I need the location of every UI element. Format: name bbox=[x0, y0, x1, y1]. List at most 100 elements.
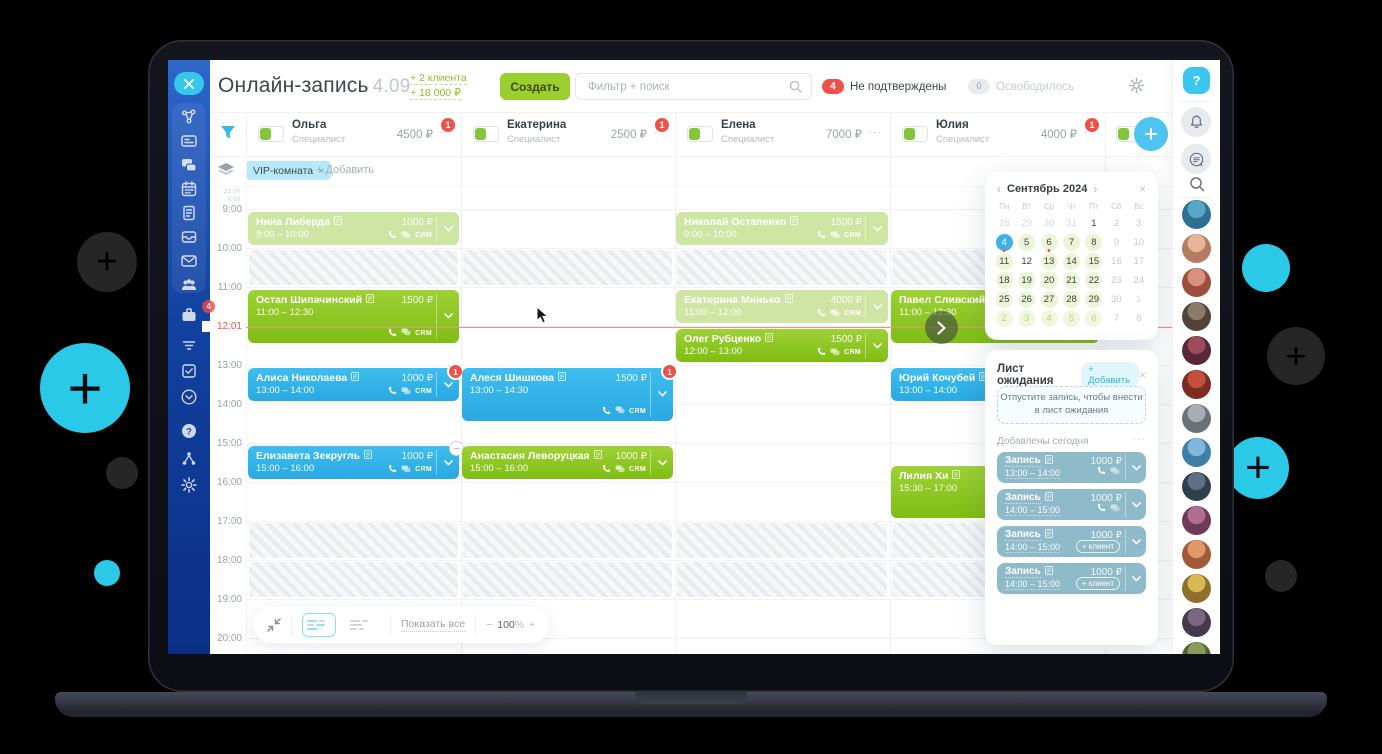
card-expand-chevron[interactable] bbox=[865, 333, 888, 358]
card-expand-chevron[interactable] bbox=[865, 216, 888, 241]
calendar-day[interactable]: 2 bbox=[993, 309, 1015, 328]
scroll-right-button[interactable] bbox=[925, 311, 958, 344]
specialist-toggle[interactable] bbox=[687, 126, 713, 142]
collapsed-hours-top[interactable]: 21:00 bbox=[223, 188, 240, 195]
calendar-day[interactable]: 31 bbox=[1066, 218, 1077, 229]
waiting-list-card[interactable]: Запись 1000 ₽ 14:00 – 15:00 + клиент bbox=[997, 526, 1146, 557]
sidebar-item-network[interactable] bbox=[180, 108, 198, 126]
funnel-filter-icon[interactable] bbox=[220, 125, 236, 140]
appointment-card[interactable]: Олег Рубценко 1500 ₽ 12:00 – 13:00 CRM bbox=[676, 329, 888, 362]
card-expand-chevron[interactable] bbox=[865, 294, 888, 319]
calendar-prev-icon[interactable]: ‹ bbox=[997, 182, 1001, 196]
sidebar-item-calendar[interactable] bbox=[180, 180, 198, 198]
waiting-list-add-button[interactable]: + Добавить bbox=[1081, 362, 1139, 388]
client-avatar[interactable] bbox=[1182, 336, 1211, 365]
calendar-day[interactable]: 4 bbox=[1038, 309, 1060, 328]
view-mode-compact-button[interactable] bbox=[346, 613, 380, 637]
card-expand-chevron[interactable] bbox=[650, 372, 673, 417]
sidebar-item-document[interactable] bbox=[180, 204, 198, 222]
view-mode-detailed-button[interactable] bbox=[302, 613, 336, 637]
calendar-day[interactable]: 30 bbox=[1043, 218, 1055, 229]
client-avatar[interactable] bbox=[1182, 506, 1211, 535]
settings-gear-icon[interactable] bbox=[1128, 77, 1145, 94]
specialist-toggle[interactable] bbox=[258, 126, 284, 142]
client-avatar[interactable] bbox=[1182, 370, 1211, 399]
calendar-day[interactable]: 19 bbox=[1015, 271, 1037, 290]
calendar-day[interactable]: 5 bbox=[1015, 233, 1037, 252]
calendar-day[interactable]: 6 bbox=[1038, 233, 1060, 252]
specialist-menu-icon[interactable]: ··· bbox=[869, 127, 882, 138]
calendar-day[interactable]: 2 bbox=[1113, 218, 1119, 229]
calendar-day[interactable]: 3 bbox=[1136, 218, 1142, 229]
calendar-day[interactable]: 20 bbox=[1038, 271, 1060, 290]
calendar-day[interactable]: 1 bbox=[1091, 218, 1097, 229]
search-box[interactable] bbox=[575, 73, 812, 100]
card-expand-chevron[interactable] bbox=[650, 450, 673, 475]
appointment-card[interactable]: Екатерина Минько 4000 ₽ 11:00 – 12:00 CRM bbox=[676, 290, 888, 323]
calendar-day[interactable]: 25 bbox=[993, 290, 1015, 309]
calendar-day[interactable]: 10 bbox=[1133, 237, 1145, 248]
sidebar-item-drawer[interactable] bbox=[180, 228, 198, 246]
card-expand-chevron[interactable] bbox=[1125, 529, 1146, 554]
client-avatar[interactable] bbox=[1182, 438, 1211, 467]
card-expand-chevron[interactable] bbox=[1125, 455, 1146, 480]
calendar-day[interactable]: 23 bbox=[1111, 275, 1122, 286]
appointment-card[interactable]: Нина Либерда 1000 ₽ 9:00 – 10:00 CRM bbox=[248, 212, 459, 245]
card-expand-chevron[interactable] bbox=[436, 294, 459, 339]
sidebar-item-gear[interactable] bbox=[180, 476, 198, 494]
client-avatar[interactable] bbox=[1182, 608, 1211, 637]
specialist-toggle[interactable] bbox=[902, 126, 928, 142]
calendar-day[interactable]: 29 bbox=[1021, 218, 1032, 229]
sidebar-item-case[interactable]: 4 bbox=[180, 300, 215, 324]
card-expand-chevron[interactable] bbox=[1125, 492, 1146, 517]
waiting-list-card[interactable]: Запись 1000 ₽ 14:00 – 15:00 + клиент bbox=[997, 563, 1146, 594]
zoom-out-button[interactable]: − bbox=[486, 619, 493, 631]
specialist-column-header[interactable]: Юлия Специалист 4000 ₽ ··· 1 bbox=[890, 112, 1106, 156]
sidebar-item-users[interactable] bbox=[180, 276, 198, 294]
card-expand-chevron[interactable] bbox=[436, 372, 459, 397]
waiting-list-card[interactable]: Запись 1000 ₽ 13:00 – 14:00 bbox=[997, 452, 1146, 483]
sidebar-item-filter[interactable] bbox=[180, 336, 198, 354]
client-avatar[interactable] bbox=[1182, 200, 1211, 229]
calendar-day[interactable]: 14 bbox=[1060, 252, 1082, 271]
client-avatar[interactable] bbox=[1182, 642, 1211, 654]
client-avatar[interactable] bbox=[1182, 404, 1211, 433]
card-expand-chevron[interactable] bbox=[436, 216, 459, 241]
calendar-day[interactable]: 7 bbox=[1113, 313, 1119, 324]
client-avatar[interactable] bbox=[1182, 472, 1211, 501]
appointment-card[interactable]: Алиса Николаева 1000 ₽ 13:00 – 14:00 CRM … bbox=[248, 363, 464, 401]
sidebar-item-tasks[interactable] bbox=[180, 362, 198, 380]
calendar-day[interactable]: 26 bbox=[1015, 290, 1037, 309]
freed-filter[interactable]: 0 Освободилось bbox=[968, 79, 1074, 94]
sidebar-item-nodes[interactable] bbox=[180, 450, 198, 468]
calendar-day[interactable]: 12 bbox=[1021, 256, 1032, 267]
calendar-day[interactable]: 29 bbox=[1083, 290, 1105, 309]
appointment-card[interactable]: Николай Остапенко 1500 ₽ 9:00 – 10:00 CRM bbox=[676, 212, 888, 245]
calendar-day[interactable]: 18 bbox=[993, 271, 1015, 290]
sidebar-collapse-button[interactable] bbox=[174, 72, 204, 95]
calendar-next-icon[interactable]: › bbox=[1093, 182, 1098, 196]
calendar-day[interactable]: 13 bbox=[1038, 252, 1060, 271]
appointment-card[interactable]: Елизавета Зекругль 1000 ₽ 15:00 – 16:00 C… bbox=[248, 441, 464, 479]
remove-tag-icon[interactable]: × bbox=[318, 164, 325, 177]
appointment-card[interactable]: Остап Шипачинский 1500 ₽ 11:00 – 12:30 CR… bbox=[248, 290, 459, 343]
add-client-button[interactable]: + клиент bbox=[1075, 540, 1120, 553]
sidebar-item-mail[interactable] bbox=[180, 252, 198, 270]
client-avatar[interactable] bbox=[1182, 540, 1211, 569]
search-input[interactable] bbox=[586, 79, 789, 94]
calendar-day[interactable]: 6 bbox=[1083, 309, 1105, 328]
specialist-column-header[interactable]: Елена Специалист 7000 ₽ ··· bbox=[675, 112, 891, 156]
specialist-column-header[interactable]: Ольга Специалист 4500 ₽ ··· 1 bbox=[246, 112, 462, 156]
client-avatar[interactable] bbox=[1182, 574, 1211, 603]
calendar-day[interactable]: 8 bbox=[1136, 313, 1142, 324]
calendar-day[interactable]: 9 bbox=[1113, 237, 1119, 248]
calendar-day[interactable]: 3 bbox=[1015, 309, 1037, 328]
specialist-column-header[interactable]: Екатерина Специалист 2500 ₽ ··· 1 bbox=[461, 112, 676, 156]
waiting-list-card[interactable]: Запись 1000 ₽ 14:00 – 15:00 bbox=[997, 489, 1146, 520]
calendar-day[interactable]: 22 bbox=[1083, 271, 1105, 290]
client-avatar[interactable] bbox=[1182, 268, 1211, 297]
calendar-day[interactable]: 28 bbox=[998, 218, 1010, 229]
calendar-day[interactable]: 1 bbox=[1136, 294, 1142, 305]
calendar-day[interactable]: 28 bbox=[1060, 290, 1082, 309]
notifications-button[interactable] bbox=[1181, 107, 1211, 137]
